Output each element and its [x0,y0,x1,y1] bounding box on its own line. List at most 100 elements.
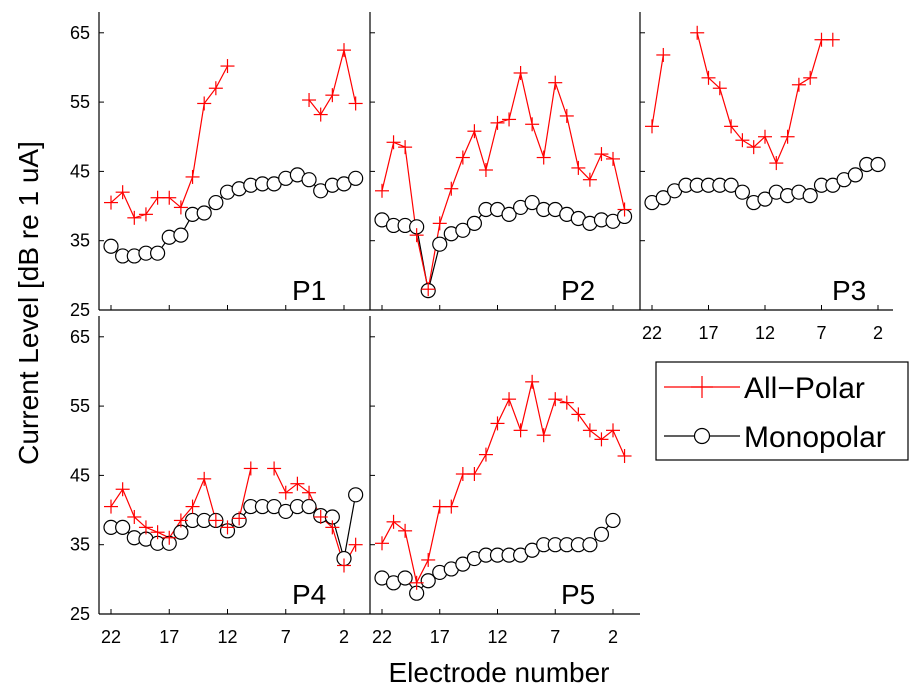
all-polar-point [432,216,447,231]
all-polar-point [780,129,795,144]
all-polar-point [571,407,586,422]
all-polar-point [559,395,574,410]
all-polar-point [409,575,424,590]
all-polar-point [386,135,401,150]
all-polar-point [348,96,363,111]
all-polar-point [724,119,739,134]
all-polar-point [409,228,424,243]
all-polar-point [803,70,818,85]
all-polar-point [645,119,659,134]
panel-label: P5 [561,579,595,610]
monopolar-point [173,227,189,243]
x-tick-label: 12 [217,627,237,647]
all-polar-point [220,59,235,74]
monopolar-point [432,236,448,252]
all-polar-point [712,81,727,96]
all-polar-point [398,523,413,538]
all-polar-point [467,124,482,139]
all-polar-point [594,147,609,162]
monopolar-point [734,184,751,200]
all-polar-point [197,471,212,486]
x-tick-label: 22 [101,627,121,647]
all-polar-point [513,65,528,80]
monopolar-point [397,570,413,586]
monopolar-point [802,188,818,204]
y-tick-label: 55 [70,92,90,112]
x-tick-label: 7 [550,627,560,647]
all-polar-point [375,183,389,198]
all-polar-point [398,140,413,155]
all-polar-point [769,156,784,171]
monopolar-point [723,177,739,193]
all-polar-point [386,514,401,529]
all-polar-point [455,150,470,165]
all-polar-point [478,447,493,462]
all-polar-point [421,282,436,297]
all-polar-point [278,485,293,500]
all-polar-point [656,47,671,62]
legend-monopolar-label: Monopolar [744,421,886,454]
monopolar-point [757,191,773,207]
all-polar-point [791,77,806,92]
all-polar-point [173,200,188,215]
all-polar-line [381,72,626,290]
all-polar-point [185,169,200,184]
monopolar-point [455,222,471,238]
all-polar-point [536,428,551,443]
all-polar-point [606,151,620,166]
panel-p2: P2 [369,12,640,311]
all-polar-point [548,392,563,407]
y-axis-label: Current Level [dB re 1 uA] [13,141,44,465]
y-tick-label: 25 [70,300,90,320]
x-tick-label: 2 [339,627,349,647]
all-polar-point [325,520,340,535]
all-polar-point [337,43,351,58]
all-polar-point [617,448,632,463]
all-polar-point [548,75,563,90]
all-polar-point [208,81,223,96]
all-polar-point [525,117,540,132]
all-polar-point [173,513,188,528]
all-polar-point [594,432,609,447]
all-polar-point [559,108,574,123]
monopolar-point [582,537,598,553]
all-polar-point [582,172,597,187]
panel-label: P4 [292,579,326,610]
all-polar-point [115,185,130,200]
x-axis-label: Electrode number [388,657,609,688]
monopolar-point [103,238,119,254]
all-polar-point [490,416,505,431]
all-polar-point [502,392,517,407]
panel-p3: 22 17 12 7 2 P3 [639,12,893,343]
monopolar-point [150,245,166,261]
all-polar-point [127,210,142,225]
monopolar-point [115,519,131,535]
all-polar-point [606,423,620,438]
legend-monopolar-marker [693,427,711,445]
all-polar-point [302,93,317,108]
all-polar-point [302,485,317,500]
all-polar-point [337,558,351,573]
legend-box [655,361,909,461]
all-polar-point [582,423,597,438]
all-polar-point [502,112,517,127]
all-polar-point [617,202,632,217]
all-polar-point [348,537,363,552]
y-tick-label: 45 [70,161,90,181]
all-polar-point [467,467,482,482]
panel-p1: 25 35 45 55 65 P1 [70,12,370,320]
monopolar-point [605,512,621,529]
all-polar-point [735,133,750,148]
all-polar-point [127,509,142,524]
all-polar-point [444,181,459,196]
panel-label: P2 [561,275,595,306]
monopolar-point [501,206,517,222]
all-polar-point [150,525,165,540]
all-polar-point [536,150,551,165]
all-polar-point [267,461,282,476]
all-polar-point [162,190,177,205]
panel-p5: 22 17 12 7 2 P5 [369,316,640,647]
all-polar-point [746,140,761,155]
all-polar-point [478,163,493,178]
monopolar-point [420,573,436,589]
